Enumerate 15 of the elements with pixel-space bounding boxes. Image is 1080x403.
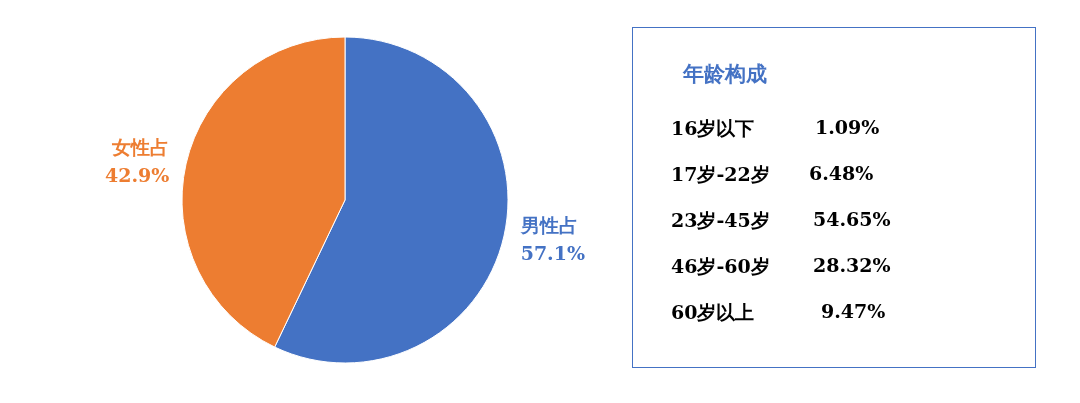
text: 54.65% (813, 208, 891, 230)
text: 年龄构成 (683, 60, 767, 88)
data-label: 42.9% (104, 164, 170, 187)
slice-label: 女性占 (111, 136, 170, 159)
data-label: 57.1% (520, 241, 586, 264)
text: 23岁-45岁 (671, 208, 770, 233)
text: 46岁-60岁 (671, 254, 770, 279)
text: 16岁以下 (671, 116, 755, 141)
text: 60岁以上 (671, 300, 755, 325)
text: 6.48% (809, 162, 874, 184)
text: 17岁-22岁 (671, 162, 770, 187)
slice-label: 男性占 (519, 213, 578, 236)
text: 28.32% (813, 254, 891, 276)
text: 9.47% (821, 300, 886, 322)
text: 1.09% (815, 116, 880, 138)
